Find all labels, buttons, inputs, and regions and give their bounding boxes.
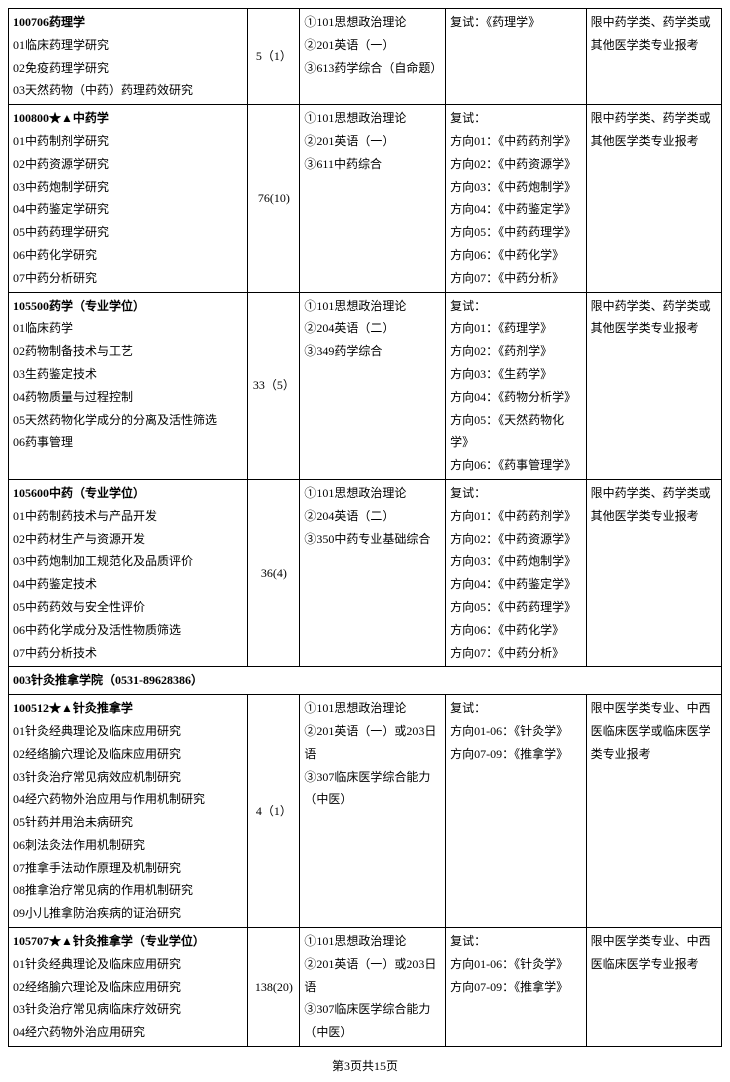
quota-cell: 33（5）	[248, 292, 300, 479]
program-title: 100706药理学	[13, 15, 85, 29]
table-row: 105707★▲针灸推拿学（专业学位）01针灸经典理论及临床应用研究02经络腧穴…	[9, 928, 722, 1047]
program-title: 100800★▲中药学	[13, 111, 109, 125]
section-header-row: 003针灸推拿学院（0531-89628386）	[9, 667, 722, 695]
quota-cell: 5（1）	[248, 9, 300, 105]
quota-cell: 36(4)	[248, 479, 300, 666]
program-title: 105500药学（专业学位）	[13, 299, 145, 313]
program-title: 100512★▲针灸推拿学	[13, 701, 133, 715]
page-indicator: 第3页共15页	[8, 1057, 722, 1074]
quota-cell: 4（1）	[248, 695, 300, 928]
table-row: 100800★▲中药学01中药制剂学研究02中药资源学研究03中药炮制学研究04…	[9, 105, 722, 292]
table-row: 100706药理学01临床药理学研究02免疫药理学研究03天然药物（中药）药理药…	[9, 9, 722, 105]
quota-cell: 138(20)	[248, 928, 300, 1047]
table-row: 105600中药（专业学位）01中药制药技术与产品开发02中药材生产与资源开发0…	[9, 479, 722, 666]
quota-cell: 76(10)	[248, 105, 300, 292]
table-row: 100512★▲针灸推拿学01针灸经典理论及临床应用研究02经络腧穴理论及临床应…	[9, 695, 722, 928]
catalog-table: 100706药理学01临床药理学研究02免疫药理学研究03天然药物（中药）药理药…	[8, 8, 722, 1047]
program-title: 105707★▲针灸推拿学（专业学位）	[13, 934, 205, 948]
program-title: 105600中药（专业学位）	[13, 486, 145, 500]
section-header: 003针灸推拿学院（0531-89628386）	[9, 667, 722, 695]
table-row: 105500药学（专业学位）01临床药学02药物制备技术与工艺03生药鉴定技术0…	[9, 292, 722, 479]
